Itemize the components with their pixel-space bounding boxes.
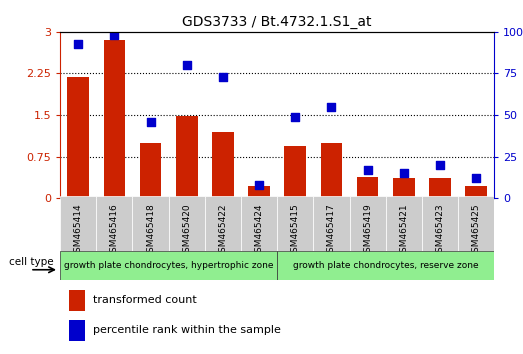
Bar <box>277 196 313 251</box>
Point <box>110 32 119 38</box>
Point <box>146 119 155 125</box>
Bar <box>132 196 168 251</box>
Text: GSM465422: GSM465422 <box>219 203 228 258</box>
Bar <box>422 196 458 251</box>
Bar <box>465 186 487 198</box>
Text: GSM465417: GSM465417 <box>327 203 336 258</box>
Text: GSM465416: GSM465416 <box>110 203 119 258</box>
Text: percentile rank within the sample: percentile rank within the sample <box>93 325 280 335</box>
Bar <box>168 196 205 251</box>
Point <box>255 182 263 188</box>
Bar <box>385 196 422 251</box>
Point <box>400 171 408 176</box>
Point <box>219 74 227 80</box>
Point <box>74 41 83 46</box>
Bar <box>60 196 96 251</box>
Point <box>327 104 336 110</box>
Bar <box>393 178 415 198</box>
Bar <box>285 145 306 198</box>
Text: GSM465415: GSM465415 <box>291 203 300 258</box>
Bar <box>277 251 494 280</box>
Text: growth plate chondrocytes, hypertrophic zone: growth plate chondrocytes, hypertrophic … <box>64 261 274 270</box>
Bar <box>69 290 85 311</box>
Bar <box>357 177 379 198</box>
Text: GSM465414: GSM465414 <box>74 203 83 258</box>
Bar <box>140 143 162 198</box>
Bar <box>313 196 349 251</box>
Bar <box>248 186 270 198</box>
Point <box>436 162 444 168</box>
Bar <box>60 251 277 280</box>
Text: GSM465421: GSM465421 <box>399 203 408 258</box>
Bar <box>205 196 241 251</box>
Point <box>291 114 300 120</box>
Text: growth plate chondrocytes, reserve zone: growth plate chondrocytes, reserve zone <box>293 261 479 270</box>
Text: GSM465418: GSM465418 <box>146 203 155 258</box>
Text: GSM465423: GSM465423 <box>436 203 445 258</box>
Bar <box>176 116 198 198</box>
Bar <box>321 143 342 198</box>
Bar <box>241 196 277 251</box>
Bar <box>349 196 385 251</box>
Point <box>472 176 480 181</box>
Text: cell type: cell type <box>9 257 54 267</box>
Text: GSM465420: GSM465420 <box>182 203 191 258</box>
Point <box>363 167 372 173</box>
Text: transformed count: transformed count <box>93 296 197 306</box>
Bar <box>67 77 89 198</box>
Bar <box>96 196 132 251</box>
Title: GDS3733 / Bt.4732.1.S1_at: GDS3733 / Bt.4732.1.S1_at <box>183 16 372 29</box>
Bar <box>212 132 234 198</box>
Text: GSM465424: GSM465424 <box>255 203 264 258</box>
Point <box>183 62 191 68</box>
Bar <box>429 178 451 198</box>
Bar <box>104 40 126 198</box>
Bar <box>69 320 85 341</box>
Bar <box>458 196 494 251</box>
Text: GSM465425: GSM465425 <box>472 203 481 258</box>
Text: GSM465419: GSM465419 <box>363 203 372 258</box>
